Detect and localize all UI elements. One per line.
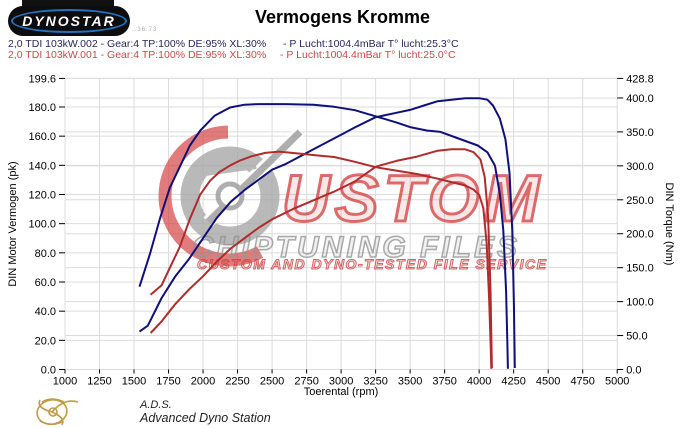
svg-text:60.0: 60.0 [35,277,56,289]
svg-text:200.0: 200.0 [626,229,654,241]
svg-text:400.0: 400.0 [626,93,654,105]
page-title: Vermogens Kromme [254,7,431,27]
svg-text:80.0: 80.0 [35,248,56,260]
svg-text:3000: 3000 [329,376,353,388]
svg-text:250.0: 250.0 [626,195,654,207]
run-1-ambient: - P Lucht:1004.4mBar T° lucht:25.3°C [283,38,459,50]
svg-text:4000: 4000 [467,376,491,388]
ads-full-name: Advanced Dyno Station [140,411,271,425]
svg-text:1250: 1250 [87,376,111,388]
watermark-service-text: CUSTOM AND DYNO-TESTED FILE SERVICE [196,256,548,273]
svg-text:3750: 3750 [432,376,456,388]
svg-text:2000: 2000 [191,376,215,388]
svg-text:4750: 4750 [570,376,594,388]
svg-text:180.0: 180.0 [28,102,56,114]
ads-abbreviation: A.D.S. [140,399,172,411]
x-axis-title: Toerental (rpm) [303,386,379,398]
svg-text:2750: 2750 [294,376,318,388]
svg-text:3500: 3500 [398,376,422,388]
svg-text:4250: 4250 [501,376,525,388]
run-1-name: 2,0 TDI 103kW.002 - Gear:4 TP:100% DE:95… [8,38,267,50]
svg-text:5000: 5000 [605,376,629,388]
svg-text:0.0: 0.0 [626,365,641,377]
svg-text:20.0: 20.0 [35,335,56,347]
logo-ring [11,9,127,33]
svg-text:350.0: 350.0 [626,127,654,139]
logo-text: DYNOSTAR [22,13,116,29]
run-2-ambient: - P Lucht:1004.4mBar T° lucht:25.0°C [280,48,456,61]
svg-text:199.6: 199.6 [28,73,56,85]
run-2-name: 2,0 TDI 103kW.001 - Gear:4 TP:100% DE:95… [8,48,267,61]
svg-text:40.0: 40.0 [35,306,56,318]
logo-sub-text: ..36.73 [132,27,158,33]
svg-text:2500: 2500 [260,376,284,388]
svg-text:1750: 1750 [156,376,180,388]
svg-text:120.0: 120.0 [28,189,56,201]
svg-text:160.0: 160.0 [28,131,56,143]
svg-text:0.0: 0.0 [41,365,56,377]
dynostar-logo: DYNOSTAR [8,6,130,36]
ads-swirl-icon [36,398,79,426]
svg-text:2250: 2250 [225,376,249,388]
svg-text:428.8: 428.8 [626,73,654,85]
run-info-line-1: 2,0 TDI 103kW.002 - Gear:4 TP:100% DE:95… [0,38,685,50]
run-info-line-2: 2,0 TDI 103kW.001 - Gear:4 TP:100% DE:95… [0,48,685,61]
svg-text:100.0: 100.0 [28,219,56,231]
svg-text:1000: 1000 [53,376,77,388]
svg-text:150.0: 150.0 [626,263,654,275]
watermark-custom-text: USTOM [280,160,545,237]
logo-top-strip [22,0,114,7]
svg-text:100.0: 100.0 [626,297,654,309]
svg-text:50.0: 50.0 [626,331,647,343]
svg-text:3250: 3250 [363,376,387,388]
svg-text:1500: 1500 [122,376,146,388]
svg-text:4500: 4500 [536,376,560,388]
svg-text:140.0: 140.0 [28,160,56,172]
svg-text:300.0: 300.0 [626,161,654,173]
